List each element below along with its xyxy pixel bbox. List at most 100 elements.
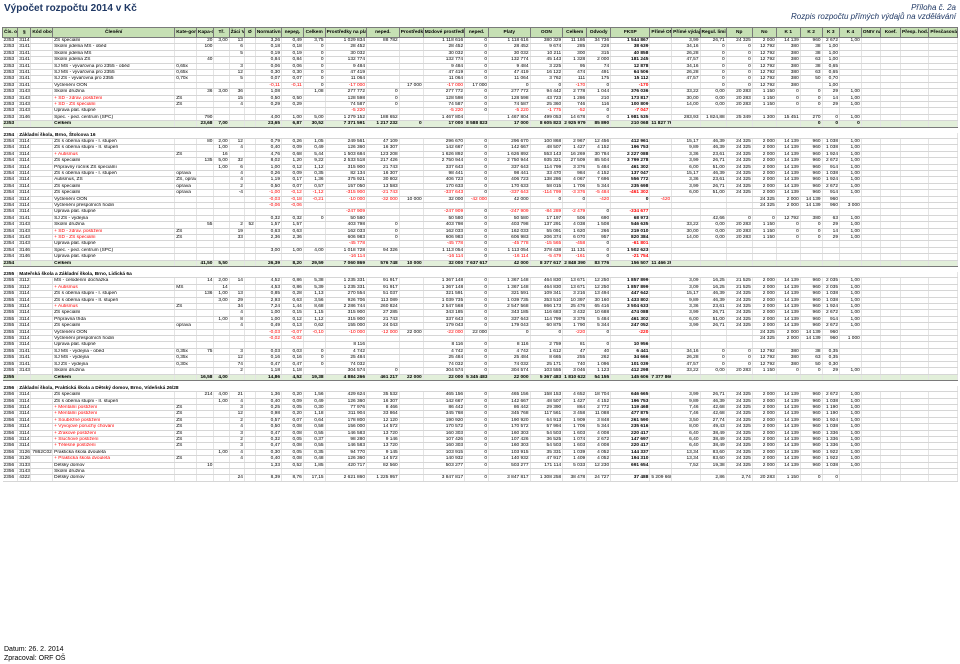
- table-cell: 5 367 483: [530, 373, 564, 381]
- table-cell: [281, 341, 304, 349]
- table-cell: [861, 417, 882, 425]
- table-cell: 145 606: [610, 373, 651, 381]
- table-cell: 0: [464, 144, 490, 152]
- table-cell: 8 377 617: [530, 259, 564, 268]
- table-cell: 8 588 823: [464, 120, 490, 128]
- table-cell: 95: [562, 63, 588, 71]
- table-cell: 2353: [2, 82, 19, 90]
- table-cell: 1,00: [839, 455, 862, 463]
- table-cell: 4: [229, 322, 245, 330]
- table-cell: ZŠ: [174, 436, 198, 444]
- table-cell: [880, 120, 902, 128]
- table-cell: 1,00: [213, 144, 230, 152]
- table-cell: [880, 208, 902, 216]
- table-cell: [928, 410, 958, 418]
- table-cell: 50 580: [488, 215, 531, 223]
- table-cell: 30,52: [303, 120, 326, 128]
- table-cell: 37 488: [610, 474, 651, 482]
- table-cell: [255, 208, 283, 216]
- table-cell: [586, 468, 612, 476]
- table-cell: 2 000: [752, 430, 777, 438]
- table-cell: 3 458: [562, 410, 588, 418]
- table-cell: 3114: [17, 442, 32, 450]
- table-cell: [880, 404, 902, 412]
- table-cell: 0,37: [303, 436, 326, 444]
- table-cell: -4: [229, 189, 245, 197]
- table-cell: 3114: [17, 430, 32, 438]
- table-cell: 25 484: [423, 354, 466, 362]
- table-cell: 315: [586, 50, 612, 58]
- table-cell: Školní družina: [52, 221, 176, 229]
- table-cell: [196, 398, 215, 406]
- table-cell: [399, 138, 424, 146]
- table-cell: [229, 120, 245, 128]
- table-cell: [213, 69, 230, 77]
- table-cell: 25 484: [488, 354, 531, 362]
- table-cell: [649, 341, 673, 349]
- table-cell: 14 139: [776, 462, 801, 470]
- table-cell: 0: [464, 410, 490, 418]
- table-cell: MŠ: [174, 284, 198, 292]
- table-cell: [196, 215, 215, 223]
- table-cell: 75: [196, 348, 215, 356]
- table-cell: [30, 423, 54, 431]
- table-cell: 1,36: [255, 391, 283, 399]
- table-cell: 0: [464, 75, 490, 83]
- table-cell: 19: [229, 228, 245, 236]
- table-cell: -114 799: [530, 189, 564, 197]
- table-cell: 14: [196, 277, 215, 285]
- table-cell: [900, 234, 930, 242]
- table-cell: 1,00: [213, 398, 230, 406]
- table-cell: [30, 234, 54, 242]
- table-cell: -3 376: [562, 189, 588, 197]
- table-cell: 2 967: [562, 138, 588, 146]
- table-cell: 412 298: [610, 367, 651, 375]
- table-cell: 3143: [17, 234, 32, 242]
- table-cell: 2: [229, 417, 245, 425]
- table-cell: 960: [800, 436, 823, 444]
- table-row: 2356 3126 + Praktická škola dvouletá ZŠ 4 0,4…: [2, 455, 958, 463]
- table-cell: 82 560: [366, 462, 400, 470]
- table-cell: 3143: [17, 228, 32, 236]
- table-cell: 0,19: [255, 50, 283, 58]
- table-cell: 1,85: [303, 462, 326, 470]
- table-cell: 3126: [17, 449, 32, 457]
- table-cell: 3141: [17, 63, 32, 71]
- table-cell: 123 208: [366, 151, 400, 159]
- table-cell: [399, 442, 424, 450]
- table-cell: [196, 247, 215, 255]
- table-cell: 15 112: [610, 75, 651, 83]
- table-cell: [244, 247, 256, 255]
- table-cell: Úprava plat. stupně: [52, 240, 176, 248]
- table-cell: [244, 474, 256, 482]
- table-cell: [30, 101, 54, 109]
- table-cell: [649, 37, 673, 45]
- table-cell: 132 774: [325, 56, 368, 64]
- table-cell: [174, 215, 198, 223]
- table-cell: 10 000: [399, 259, 424, 268]
- table-cell: 474 088: [610, 309, 651, 317]
- table-cell: 2 672: [586, 436, 612, 444]
- table-cell: + Mentální postižení: [52, 410, 176, 418]
- table-cell: 21 525: [726, 277, 753, 285]
- table-cell: 14 139: [776, 176, 801, 184]
- table-cell: ZŠ speciální: [52, 37, 176, 45]
- table-cell: [649, 449, 673, 457]
- table-cell: 98 441: [488, 170, 531, 178]
- table-cell: [861, 316, 882, 324]
- table-cell: 5,38: [303, 277, 326, 285]
- table-cell: 3114: [17, 316, 32, 324]
- table-cell: [366, 361, 400, 369]
- table-cell: [752, 341, 777, 349]
- table-cell: [649, 221, 673, 229]
- table-cell: 406 723: [488, 176, 531, 184]
- table-cell: [900, 348, 930, 356]
- table-cell: 2355: [2, 303, 19, 311]
- table-cell: 0: [366, 221, 400, 229]
- table-cell: [399, 290, 424, 298]
- table-cell: 137 291: [530, 221, 564, 229]
- table-cell: [586, 335, 612, 343]
- table-cell: [649, 69, 673, 77]
- table-cell: [303, 228, 326, 236]
- table-cell: [399, 157, 424, 165]
